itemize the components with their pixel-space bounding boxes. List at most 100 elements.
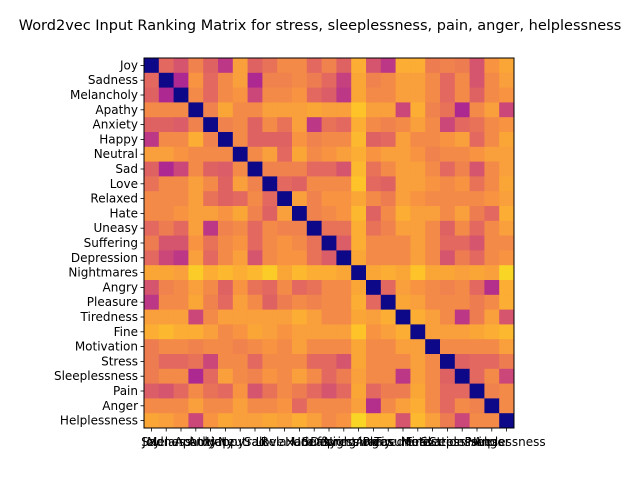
heatmap-cell	[277, 280, 293, 296]
y-tick-label: Anxiety	[93, 118, 138, 132]
heatmap-cell	[425, 398, 441, 414]
heatmap-cell	[158, 383, 174, 399]
heatmap-cell	[203, 368, 219, 384]
heatmap-cell	[366, 368, 382, 384]
heatmap-cell	[158, 309, 174, 325]
heatmap-cell	[469, 324, 485, 340]
heatmap-cell	[395, 235, 411, 251]
heatmap-cell	[454, 58, 470, 74]
heatmap-cell	[203, 339, 219, 355]
heatmap-cell	[173, 354, 189, 370]
heatmap-cell	[292, 368, 308, 384]
heatmap-cell	[380, 191, 396, 207]
heatmap-cell	[454, 132, 470, 148]
heatmap-cell	[218, 146, 234, 162]
heatmap-cell	[292, 58, 308, 74]
heatmap-cell	[351, 58, 367, 74]
heatmap-cell	[425, 132, 441, 148]
heatmap-cell	[499, 280, 515, 296]
heatmap-cell	[425, 161, 441, 177]
heatmap-cell	[218, 220, 234, 236]
heatmap-cell	[188, 309, 204, 325]
heatmap-cell	[292, 146, 308, 162]
heatmap-cell	[380, 220, 396, 236]
heatmap-cell	[380, 383, 396, 399]
heatmap-cell	[306, 280, 322, 296]
heatmap-cell	[410, 413, 426, 429]
heatmap-cell	[484, 161, 500, 177]
heatmap-cells	[144, 58, 515, 429]
heatmap-cell	[173, 146, 189, 162]
heatmap-cell	[425, 309, 441, 325]
heatmap-cell	[262, 117, 278, 133]
heatmap-cell	[203, 117, 219, 133]
heatmap-cell	[366, 132, 382, 148]
heatmap-cell	[158, 280, 174, 296]
heatmap-cell	[292, 206, 308, 222]
heatmap-cell	[232, 368, 248, 384]
heatmap-cell	[232, 191, 248, 207]
heatmap-cell	[425, 294, 441, 310]
heatmap-cell	[454, 265, 470, 281]
heatmap-cell	[380, 324, 396, 340]
heatmap-cell	[144, 146, 160, 162]
heatmap-cell	[292, 413, 308, 429]
heatmap-cell	[321, 176, 337, 192]
heatmap-cell	[484, 265, 500, 281]
heatmap-cell	[306, 339, 322, 355]
heatmap-cell	[484, 413, 500, 429]
heatmap-cell	[232, 309, 248, 325]
heatmap-cell	[440, 220, 456, 236]
heatmap-cell	[336, 161, 352, 177]
heatmap-cell	[366, 117, 382, 133]
heatmap-cell	[380, 265, 396, 281]
heatmap-cell	[247, 250, 263, 266]
heatmap-cell	[292, 398, 308, 414]
heatmap-cell	[484, 250, 500, 266]
heatmap-cell	[203, 309, 219, 325]
x-tick-label: Angry	[356, 435, 391, 449]
heatmap-cell	[469, 191, 485, 207]
heatmap-cell	[410, 368, 426, 384]
heatmap-cell	[188, 102, 204, 118]
heatmap-cell	[336, 339, 352, 355]
heatmap-cell	[425, 383, 441, 399]
heatmap-cell	[173, 280, 189, 296]
heatmap-cell	[144, 324, 160, 340]
heatmap-cell	[247, 220, 263, 236]
heatmap-cell	[395, 176, 411, 192]
heatmap-cell	[144, 220, 160, 236]
heatmap-cell	[454, 368, 470, 384]
heatmap-cell	[232, 354, 248, 370]
heatmap-cell	[203, 102, 219, 118]
heatmap-cell	[484, 206, 500, 222]
x-tick-label: Nightmares	[324, 435, 394, 449]
heatmap-cell	[144, 339, 160, 355]
heatmap-cell	[306, 383, 322, 399]
heatmap-cell	[469, 398, 485, 414]
x-axis-ticks: JoySadnessMelancholyApathyAnxietyHappyNe…	[141, 428, 546, 449]
heatmap-cell	[484, 354, 500, 370]
heatmap-cell	[306, 176, 322, 192]
heatmap-cell	[218, 398, 234, 414]
heatmap-cell	[366, 280, 382, 296]
heatmap-cell	[218, 132, 234, 148]
x-tick-label: Pain	[465, 435, 490, 449]
heatmap-cell	[440, 176, 456, 192]
heatmap-cell	[203, 294, 219, 310]
heatmap-cell	[292, 117, 308, 133]
heatmap-cell	[203, 87, 219, 103]
heatmap-cell	[232, 176, 248, 192]
heatmap-cell	[425, 146, 441, 162]
heatmap-cell	[306, 368, 322, 384]
heatmap-cell	[440, 368, 456, 384]
heatmap-cell	[292, 265, 308, 281]
x-tick-label: Fine	[406, 435, 430, 449]
heatmap-cell	[247, 280, 263, 296]
heatmap-cell	[351, 354, 367, 370]
heatmap-cell	[380, 250, 396, 266]
heatmap-cell	[469, 265, 485, 281]
heatmap-cell	[425, 339, 441, 355]
heatmap-cell	[262, 72, 278, 88]
heatmap-cell	[262, 309, 278, 325]
